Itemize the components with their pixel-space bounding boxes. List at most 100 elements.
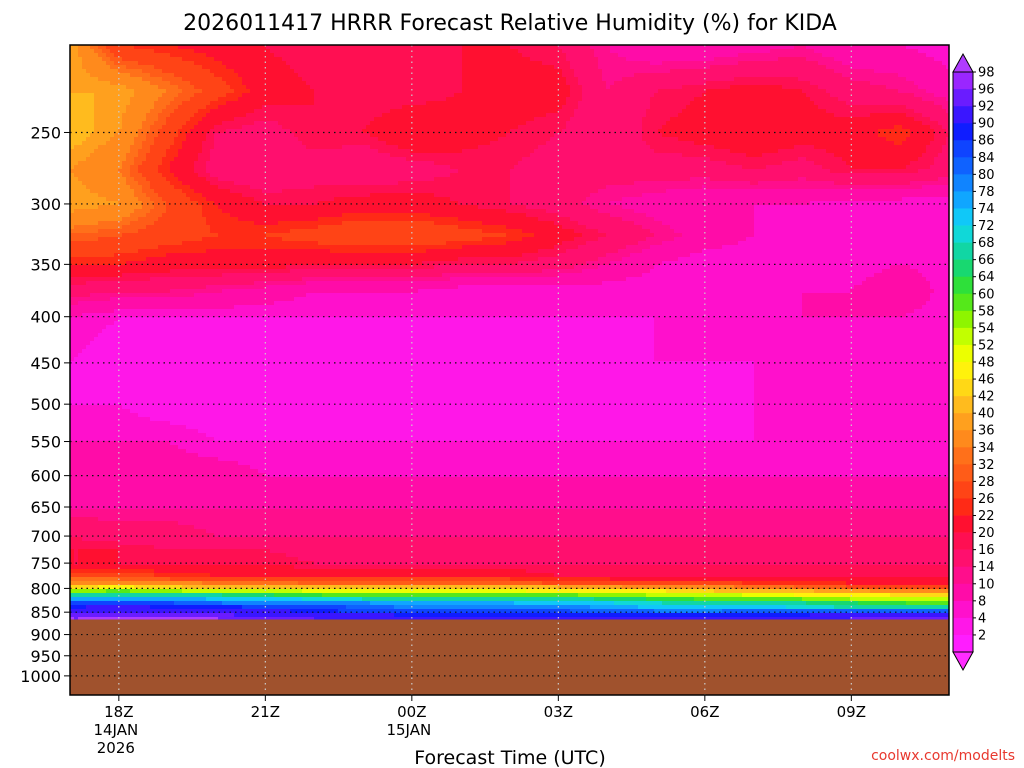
rh-cell [550,53,555,58]
rh-cell [314,97,319,102]
rh-cell [874,125,879,130]
rh-cell [230,85,235,90]
rh-cell [214,109,219,114]
rh-cell [230,113,235,118]
rh-cell [234,117,239,122]
rh-cell [302,113,307,118]
rh-cell [822,81,827,86]
rh-cell [666,69,671,74]
rh-cell [154,53,159,58]
rh-cell [906,65,911,70]
rh-cell [902,85,907,90]
rh-cell [590,93,595,98]
rh-cell [646,101,651,106]
rh-cell [846,53,851,58]
rh-cell [810,57,815,62]
rh-cell [510,101,515,106]
rh-cell [82,117,87,122]
rh-cell [434,81,439,86]
rh-cell [406,89,411,94]
rh-cell [194,109,199,114]
rh-cell [686,81,691,86]
rh-cell [386,113,391,118]
rh-cell [374,65,379,70]
rh-cell [354,109,359,114]
rh-cell [846,65,851,70]
rh-cell [454,121,459,126]
rh-cell [746,57,751,62]
rh-cell [582,125,587,130]
rh-cell [498,73,503,78]
rh-cell [846,93,851,98]
rh-cell [346,117,351,122]
rh-cell [218,121,223,126]
rh-cell [766,73,771,78]
rh-cell [318,81,323,86]
rh-cell [310,73,315,78]
rh-cell [474,105,479,110]
rh-cell [634,85,639,90]
rh-cell [186,125,191,130]
rh-cell [198,101,203,106]
rh-cell [762,69,767,74]
rh-cell [346,93,351,98]
rh-cell [870,81,875,86]
rh-cell [98,81,103,86]
rh-cell [814,49,819,54]
rh-cell [482,85,487,90]
rh-cell [650,57,655,62]
rh-cell [562,85,567,90]
rh-cell [218,105,223,110]
rh-cell [374,85,379,90]
rh-cell [278,57,283,62]
rh-cell [242,81,247,86]
rh-cell [362,125,367,130]
rh-cell [486,81,491,86]
rh-cell [838,97,843,102]
rh-cell [94,133,99,138]
rh-cell [398,133,403,138]
rh-cell [658,117,663,122]
rh-cell [150,69,155,74]
rh-cell [278,113,283,118]
rh-cell [698,89,703,94]
rh-cell [222,73,227,78]
rh-cell [378,121,383,126]
rh-cell [614,93,619,98]
rh-cell [714,77,719,82]
rh-cell [886,101,891,106]
rh-cell [382,53,387,58]
rh-cell [706,109,711,114]
rh-cell [210,89,215,94]
rh-cell [726,85,731,90]
rh-cell [174,73,179,78]
rh-cell [886,97,891,102]
rh-cell [274,93,279,98]
rh-cell [498,77,503,82]
rh-cell [382,49,387,54]
rh-cell [814,53,819,58]
rh-cell [78,97,83,102]
rh-cell [334,113,339,118]
rh-cell [922,85,927,90]
rh-cell [210,121,215,126]
rh-cell [930,93,935,98]
rh-cell [910,101,915,106]
rh-cell [630,49,635,54]
rh-cell [310,49,315,54]
rh-cell [318,69,323,74]
rh-cell [738,97,743,102]
rh-cell [150,61,155,66]
rh-cell [662,69,667,74]
rh-cell [174,69,179,74]
rh-cell [694,101,699,106]
rh-cell [578,117,583,122]
rh-cell [774,73,779,78]
rh-cell [326,97,331,102]
rh-cell [906,109,911,114]
rh-cell [630,133,635,138]
rh-cell [342,81,347,86]
rh-cell [882,105,887,110]
rh-cell [446,57,451,62]
rh-cell [578,89,583,94]
